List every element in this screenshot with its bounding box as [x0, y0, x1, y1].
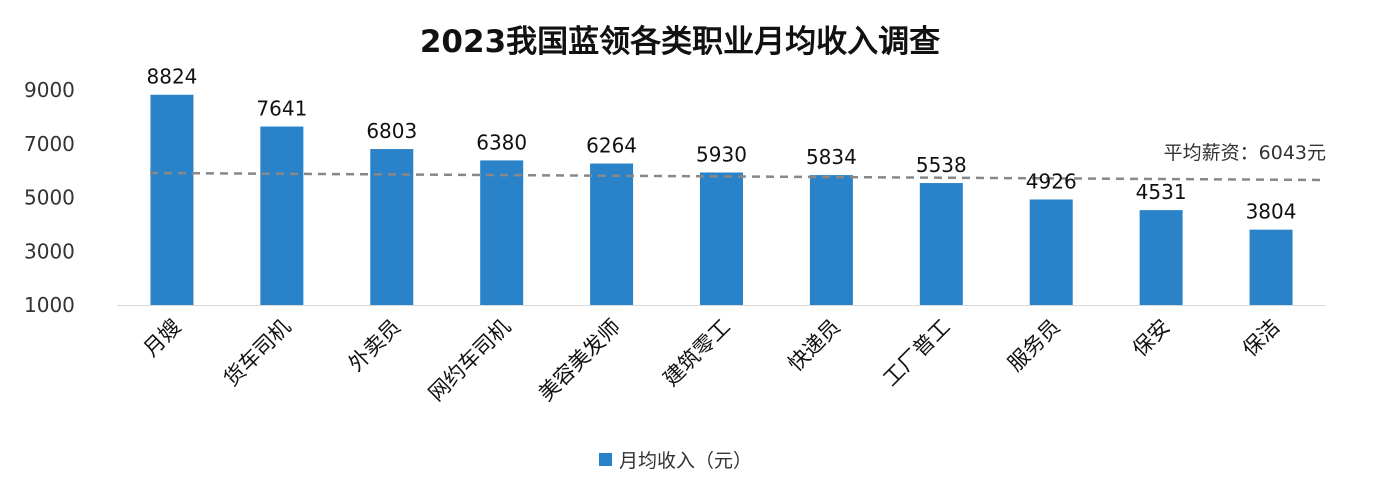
bar — [700, 172, 743, 305]
data-label: 5834 — [806, 145, 857, 169]
category-label: 保洁 — [1238, 315, 1285, 362]
bar — [1029, 199, 1073, 305]
bar — [590, 163, 634, 305]
bars — [150, 94, 1293, 305]
data-label: 6264 — [586, 134, 637, 158]
y-tick-label: 7000 — [24, 132, 75, 156]
average-line-group: 平均薪资：6043元 — [149, 142, 1327, 182]
category-label: 美容美发师 — [534, 315, 625, 406]
average-label: 平均薪资：6043元 — [1164, 142, 1326, 164]
data-label: 7641 — [256, 97, 307, 121]
category-label: 快递员 — [783, 315, 845, 377]
data-label: 6380 — [476, 130, 527, 154]
category-labels: 月嫂 货车司机 外卖员 网约车司机 美容美发师 建筑零工 快递员 工厂普工 服务员 保安 保洁 — [139, 315, 1285, 406]
y-tick-label: 5000 — [24, 186, 75, 210]
category-label: 保安 — [1128, 315, 1175, 362]
chart-title: 2023我国蓝领各类职业月均收入调查 — [420, 24, 940, 60]
data-label: 3804 — [1246, 200, 1297, 224]
bar — [809, 175, 853, 305]
bar — [1139, 210, 1183, 305]
y-tick-label: 3000 — [24, 239, 75, 263]
legend-swatch — [599, 453, 612, 466]
data-label: 5538 — [916, 153, 967, 177]
y-axis-ticks: 9000 7000 5000 3000 1000 — [24, 78, 75, 317]
average-line — [149, 171, 1327, 182]
legend-label: 月均收入（元） — [619, 450, 752, 472]
category-label: 月嫂 — [139, 315, 186, 362]
data-label: 6803 — [366, 119, 417, 143]
bar — [1249, 229, 1293, 305]
legend: 月均收入（元） — [599, 450, 752, 472]
bar — [480, 160, 524, 305]
data-labels: 8824 7641 6803 6380 6264 5930 5834 5538 4926 4531… — [147, 65, 1297, 224]
data-label: 4926 — [1026, 169, 1077, 193]
category-label: 货车司机 — [219, 315, 295, 391]
bar — [919, 183, 963, 305]
y-tick-label: 1000 — [24, 293, 75, 317]
category-label: 服务员 — [1003, 315, 1065, 377]
bar — [370, 149, 414, 305]
data-label: 4531 — [1136, 180, 1187, 204]
category-label: 建筑零工 — [659, 315, 735, 391]
y-tick-label: 9000 — [24, 78, 75, 102]
data-label: 8824 — [147, 65, 198, 89]
category-label: 外卖员 — [344, 315, 406, 377]
category-label: 工厂普工 — [878, 315, 954, 391]
bar — [260, 126, 304, 305]
bar — [150, 94, 194, 305]
data-label: 5930 — [696, 143, 747, 167]
category-label: 网约车司机 — [424, 315, 515, 406]
